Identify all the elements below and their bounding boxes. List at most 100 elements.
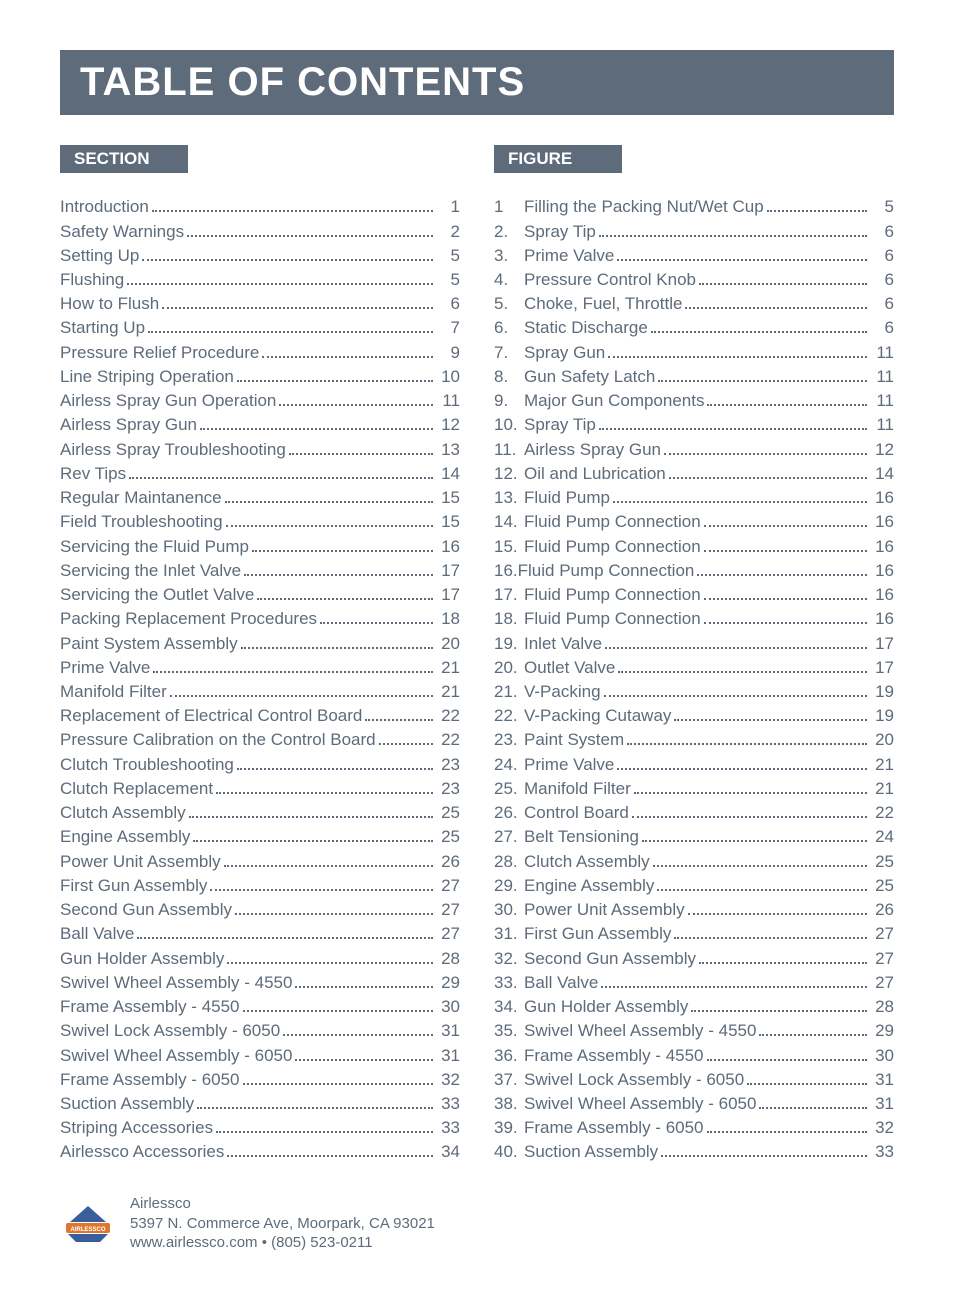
toc-figure-number: 11. (494, 439, 524, 462)
toc-section-page: 31 (436, 1045, 460, 1068)
toc-figure-number: 13. (494, 487, 524, 510)
toc-leader-dots (295, 971, 433, 988)
toc-section-label: Starting Up (60, 317, 145, 340)
toc-leader-dots (599, 219, 867, 236)
toc-leader-dots (162, 292, 433, 309)
toc-figure-row: 40.Suction Assembly33 (494, 1140, 894, 1164)
toc-section-label: Suction Assembly (60, 1093, 194, 1116)
toc-figure-page: 29 (870, 1020, 894, 1043)
toc-figure-label: Major Gun Components (524, 390, 704, 413)
toc-figure-page: 25 (870, 875, 894, 898)
toc-leader-dots (189, 801, 433, 818)
toc-section-page: 10 (436, 366, 460, 389)
toc-figure-page: 19 (870, 705, 894, 728)
figure-header: FIGURE (494, 145, 622, 173)
toc-figure-label: Spray Tip (524, 414, 596, 437)
toc-leader-dots (674, 704, 867, 721)
toc-section-page: 23 (436, 778, 460, 801)
toc-leader-dots (691, 995, 867, 1012)
toc-figure-row: 16.Fluid Pump Connection16 (494, 559, 894, 583)
toc-figure-label: Pressure Control Knob (524, 269, 696, 292)
toc-section-row: Flushing5 (60, 268, 460, 292)
toc-leader-dots (152, 195, 433, 212)
toc-figure-page: 21 (870, 778, 894, 801)
toc-section-row: Airless Spray Gun Operation11 (60, 389, 460, 413)
toc-figure-row: 6.Static Discharge6 (494, 316, 894, 340)
toc-section-page: 30 (436, 996, 460, 1019)
toc-figure-label: Spray Tip (524, 221, 596, 244)
toc-figure-label: V-Packing (524, 681, 601, 704)
toc-leader-dots (227, 1140, 433, 1157)
toc-figure-number: 34. (494, 996, 524, 1019)
toc-figure-label: Fluid Pump Connection (524, 536, 701, 559)
toc-figure-number: 22. (494, 705, 524, 728)
toc-figure-number: 26. (494, 802, 524, 825)
toc-leader-dots (283, 1019, 433, 1036)
toc-figure-label: Choke, Fuel, Throttle (524, 293, 682, 316)
toc-leader-dots (197, 1092, 433, 1109)
toc-section-page: 27 (436, 899, 460, 922)
toc-section-row: Starting Up 7 (60, 316, 460, 340)
toc-figure-page: 27 (870, 923, 894, 946)
toc-figure-page: 22 (870, 802, 894, 825)
toc-figure-label: Prime Valve (524, 754, 614, 777)
toc-leader-dots (704, 534, 867, 551)
page-title: TABLE OF CONTENTS (60, 50, 894, 115)
sections-list: Introduction1Safety Warnings2Setting Up5… (60, 195, 460, 1164)
toc-leader-dots (608, 340, 867, 357)
toc-leader-dots (651, 316, 867, 333)
toc-section-row: Clutch Replacement23 (60, 777, 460, 801)
toc-leader-dots (664, 437, 867, 454)
toc-leader-dots (193, 825, 433, 842)
toc-section-label: Airless Spray Troubleshooting (60, 439, 286, 462)
toc-figure-label: Frame Assembly - 4550 (524, 1045, 704, 1068)
toc-leader-dots (634, 777, 867, 794)
toc-figure-label: Clutch Assembly (524, 851, 650, 874)
toc-figure-label: Outlet Valve (524, 657, 615, 680)
toc-section-row: First Gun Assembly27 (60, 874, 460, 898)
toc-section-row: Clutch Assembly25 (60, 801, 460, 825)
toc-figure-row: 35.Swivel Wheel Assembly - 455029 (494, 1019, 894, 1043)
toc-section-page: 31 (436, 1020, 460, 1043)
toc-leader-dots (685, 292, 867, 309)
toc-leader-dots (237, 365, 433, 382)
toc-figure-page: 11 (870, 342, 894, 365)
toc-figure-row: 13.Fluid Pump16 (494, 486, 894, 510)
toc-figure-number: 27. (494, 826, 524, 849)
toc-figure-row: 12.Oil and Lubrication14 (494, 462, 894, 486)
toc-leader-dots (704, 510, 867, 527)
toc-section-label: Servicing the Inlet Valve (60, 560, 241, 583)
toc-section-label: Second Gun Assembly (60, 899, 232, 922)
toc-section-page: 13 (436, 439, 460, 462)
toc-figure-label: Frame Assembly - 6050 (524, 1117, 704, 1140)
toc-leader-dots (704, 607, 867, 624)
toc-figure-page: 24 (870, 826, 894, 849)
toc-figure-page: 14 (870, 463, 894, 486)
toc-leader-dots (604, 680, 867, 697)
toc-figure-page: 17 (870, 633, 894, 656)
toc-figure-row: 18.Fluid Pump Connection16 (494, 607, 894, 631)
toc-leader-dots (617, 752, 867, 769)
section-header: SECTION (60, 145, 188, 173)
toc-figure-row: 26.Control Board 22 (494, 801, 894, 825)
toc-figure-number: 8. (494, 366, 524, 389)
toc-section-page: 27 (436, 923, 460, 946)
toc-section-page: 7 (436, 317, 460, 340)
toc-figure-row: 28.Clutch Assembly25 (494, 849, 894, 873)
toc-leader-dots (661, 1140, 867, 1157)
toc-figure-row: 23.Paint System20 (494, 728, 894, 752)
toc-figure-number: 17. (494, 584, 524, 607)
toc-section-label: Gun Holder Assembly (60, 948, 224, 971)
toc-figure-label: Spray Gun (524, 342, 605, 365)
toc-section-row: Regular Maintanence15 (60, 486, 460, 510)
toc-leader-dots (200, 413, 433, 430)
toc-figure-row: 39.Frame Assembly - 605032 (494, 1116, 894, 1140)
toc-figure-number: 32. (494, 948, 524, 971)
toc-figure-page: 16 (870, 608, 894, 631)
toc-figure-row: 32.Second Gun Assembly27 (494, 946, 894, 970)
toc-section-page: 25 (436, 802, 460, 825)
toc-section-page: 25 (436, 826, 460, 849)
toc-figure-number: 39. (494, 1117, 524, 1140)
toc-figure-label: Control Board (524, 802, 629, 825)
toc-figure-label: Gun Safety Latch (524, 366, 655, 389)
